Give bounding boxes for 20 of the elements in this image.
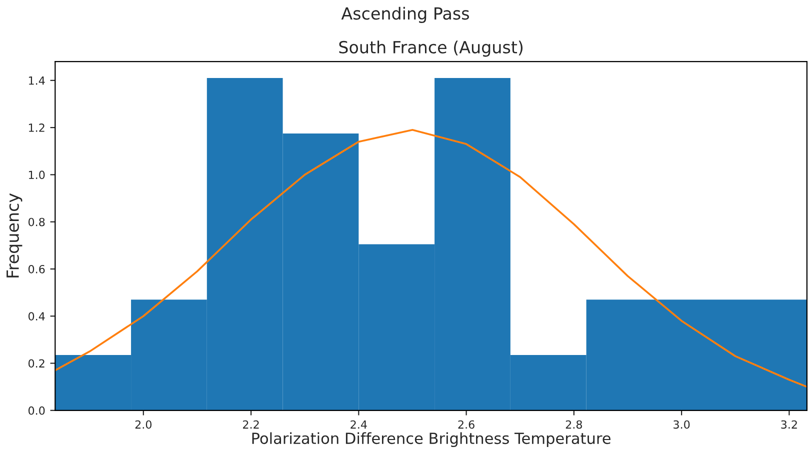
y-axis-title: Frequency bbox=[6, 193, 22, 278]
x-tick-label: 2.4 bbox=[350, 420, 367, 429]
x-tick-label: 3.0 bbox=[674, 420, 690, 429]
x-tick-label: 2.6 bbox=[458, 420, 474, 429]
chart-title: Ascending Pass bbox=[341, 6, 469, 23]
line-series bbox=[55, 129, 807, 388]
y-tick-label: 0.6 bbox=[28, 264, 45, 274]
x-axis-title: Polarization Difference Brightness Temperature bbox=[252, 432, 610, 448]
chart-subtitle: South France (August) bbox=[339, 40, 523, 57]
y-tick-label: 0.8 bbox=[28, 218, 45, 226]
y-tick-label: 1.4 bbox=[28, 76, 45, 85]
y-tick-label: 1.0 bbox=[28, 170, 45, 180]
x-tick-label: 2.0 bbox=[135, 420, 152, 429]
x-tick-label: 2.8 bbox=[566, 420, 582, 429]
y-tick-label: 0.4 bbox=[28, 312, 45, 320]
y-tick-label: 1.2 bbox=[28, 124, 44, 132]
y-tick-label: 0.2 bbox=[28, 359, 44, 368]
y-tick-label: 0.0 bbox=[28, 406, 45, 415]
x-tick-label: 2.2 bbox=[243, 420, 259, 429]
x-tick-label: 3.2 bbox=[781, 420, 797, 429]
